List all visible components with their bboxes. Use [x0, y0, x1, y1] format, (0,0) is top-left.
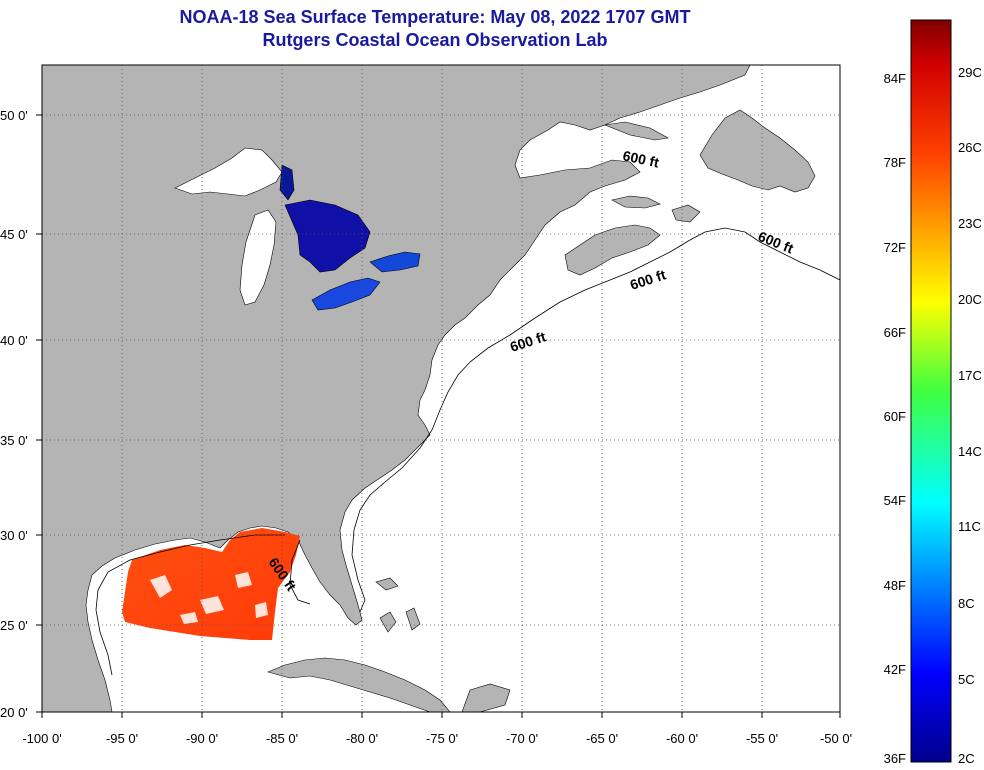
land-newfoundland	[699, 109, 816, 193]
sst-swath-gulf	[122, 528, 300, 640]
land-cape-breton	[671, 204, 701, 223]
lon-tick-label: -55 0'	[746, 731, 778, 746]
colorbar-c-label: 14C	[958, 444, 982, 459]
lon-tick-label: -65 0'	[586, 731, 618, 746]
graticule	[42, 65, 840, 712]
lat-tick-label: 30 0'	[0, 528, 28, 543]
lon-tick-label: -50 0'	[820, 731, 852, 746]
lake-erie	[311, 277, 381, 311]
land-hispaniola-edge	[461, 683, 511, 712]
map-frame	[41, 64, 841, 713]
lat-tick-label: 40 0'	[0, 333, 28, 348]
lon-tick-label: -75 0'	[426, 731, 458, 746]
lon-tick-label: -60 0'	[666, 731, 698, 746]
contour-label: 600 ft	[621, 147, 660, 170]
colorbar-f-label: 48F	[884, 578, 906, 593]
colorbar-c-label: 8C	[958, 596, 975, 611]
lat-tick-label: 45 0'	[0, 227, 28, 242]
lon-tick-label: -85 0'	[266, 731, 298, 746]
colorbar-f-label: 36F	[884, 751, 906, 766]
colorbar-f-label: 54F	[884, 493, 906, 508]
map-subtitle: Rutgers Coastal Ocean Observation Lab	[262, 30, 608, 50]
lat-tick-label: 35 0'	[0, 433, 28, 448]
lon-tick-label: -80 0'	[346, 731, 378, 746]
colorbar-f-label: 42F	[884, 662, 906, 677]
land-anticosti	[603, 121, 669, 141]
colorbar-c-label: 17C	[958, 368, 982, 383]
colorbar-c-label: 23C	[958, 216, 982, 231]
land-bahamas-abaco	[375, 577, 399, 591]
colorbar-c-label: 20C	[958, 292, 982, 307]
lat-tick-label: 20 0'	[0, 705, 28, 720]
lat-axis: 50 0' 45 0' 40 0' 35 0' 30 0' 25 0' 20 0…	[0, 108, 42, 720]
land-bahamas-eleuthera	[405, 607, 421, 631]
colorbar-f-label: 60F	[884, 409, 906, 424]
colorbar-c-label: 29C	[958, 65, 982, 80]
land-pei	[611, 195, 661, 209]
colorbar-f-label: 66F	[884, 325, 906, 340]
lon-axis: -100 0' -95 0' -90 0' -85 0' -80 0' -75 …	[22, 712, 852, 746]
colorbar: 84F 78F 72F 66F 60F 54F 48F 42F 36F 29C …	[884, 19, 982, 766]
colorbar-c-label: 5C	[958, 672, 975, 687]
colorbar-f-label: 78F	[884, 155, 906, 170]
colorbar-c-label: 2C	[958, 751, 975, 766]
colorbar-f-label: 84F	[884, 71, 906, 86]
land-north-america	[42, 65, 751, 712]
land-cuba	[267, 657, 451, 712]
colorbar-f-label: 72F	[884, 240, 906, 255]
lake-ontario	[369, 251, 421, 273]
lon-tick-label: -70 0'	[506, 731, 538, 746]
lat-tick-label: 25 0'	[0, 618, 28, 633]
lon-tick-label: -95 0'	[106, 731, 138, 746]
lon-tick-label: -90 0'	[186, 731, 218, 746]
lon-tick-label: -100 0'	[22, 731, 61, 746]
colorbar-c-label: 11C	[958, 519, 981, 534]
lat-tick-label: 50 0'	[0, 108, 28, 123]
land-bahamas-andros	[379, 611, 397, 633]
colorbar-gradient	[910, 19, 952, 763]
colorbar-c-label: 26C	[958, 140, 982, 155]
lake-huron-north-channel	[279, 164, 295, 201]
sst-swath-cloud-gaps	[150, 572, 268, 624]
isobath-600ft	[95, 227, 840, 676]
map-title: NOAA-18 Sea Surface Temperature: May 08,…	[179, 7, 691, 27]
lake-huron	[284, 199, 371, 273]
